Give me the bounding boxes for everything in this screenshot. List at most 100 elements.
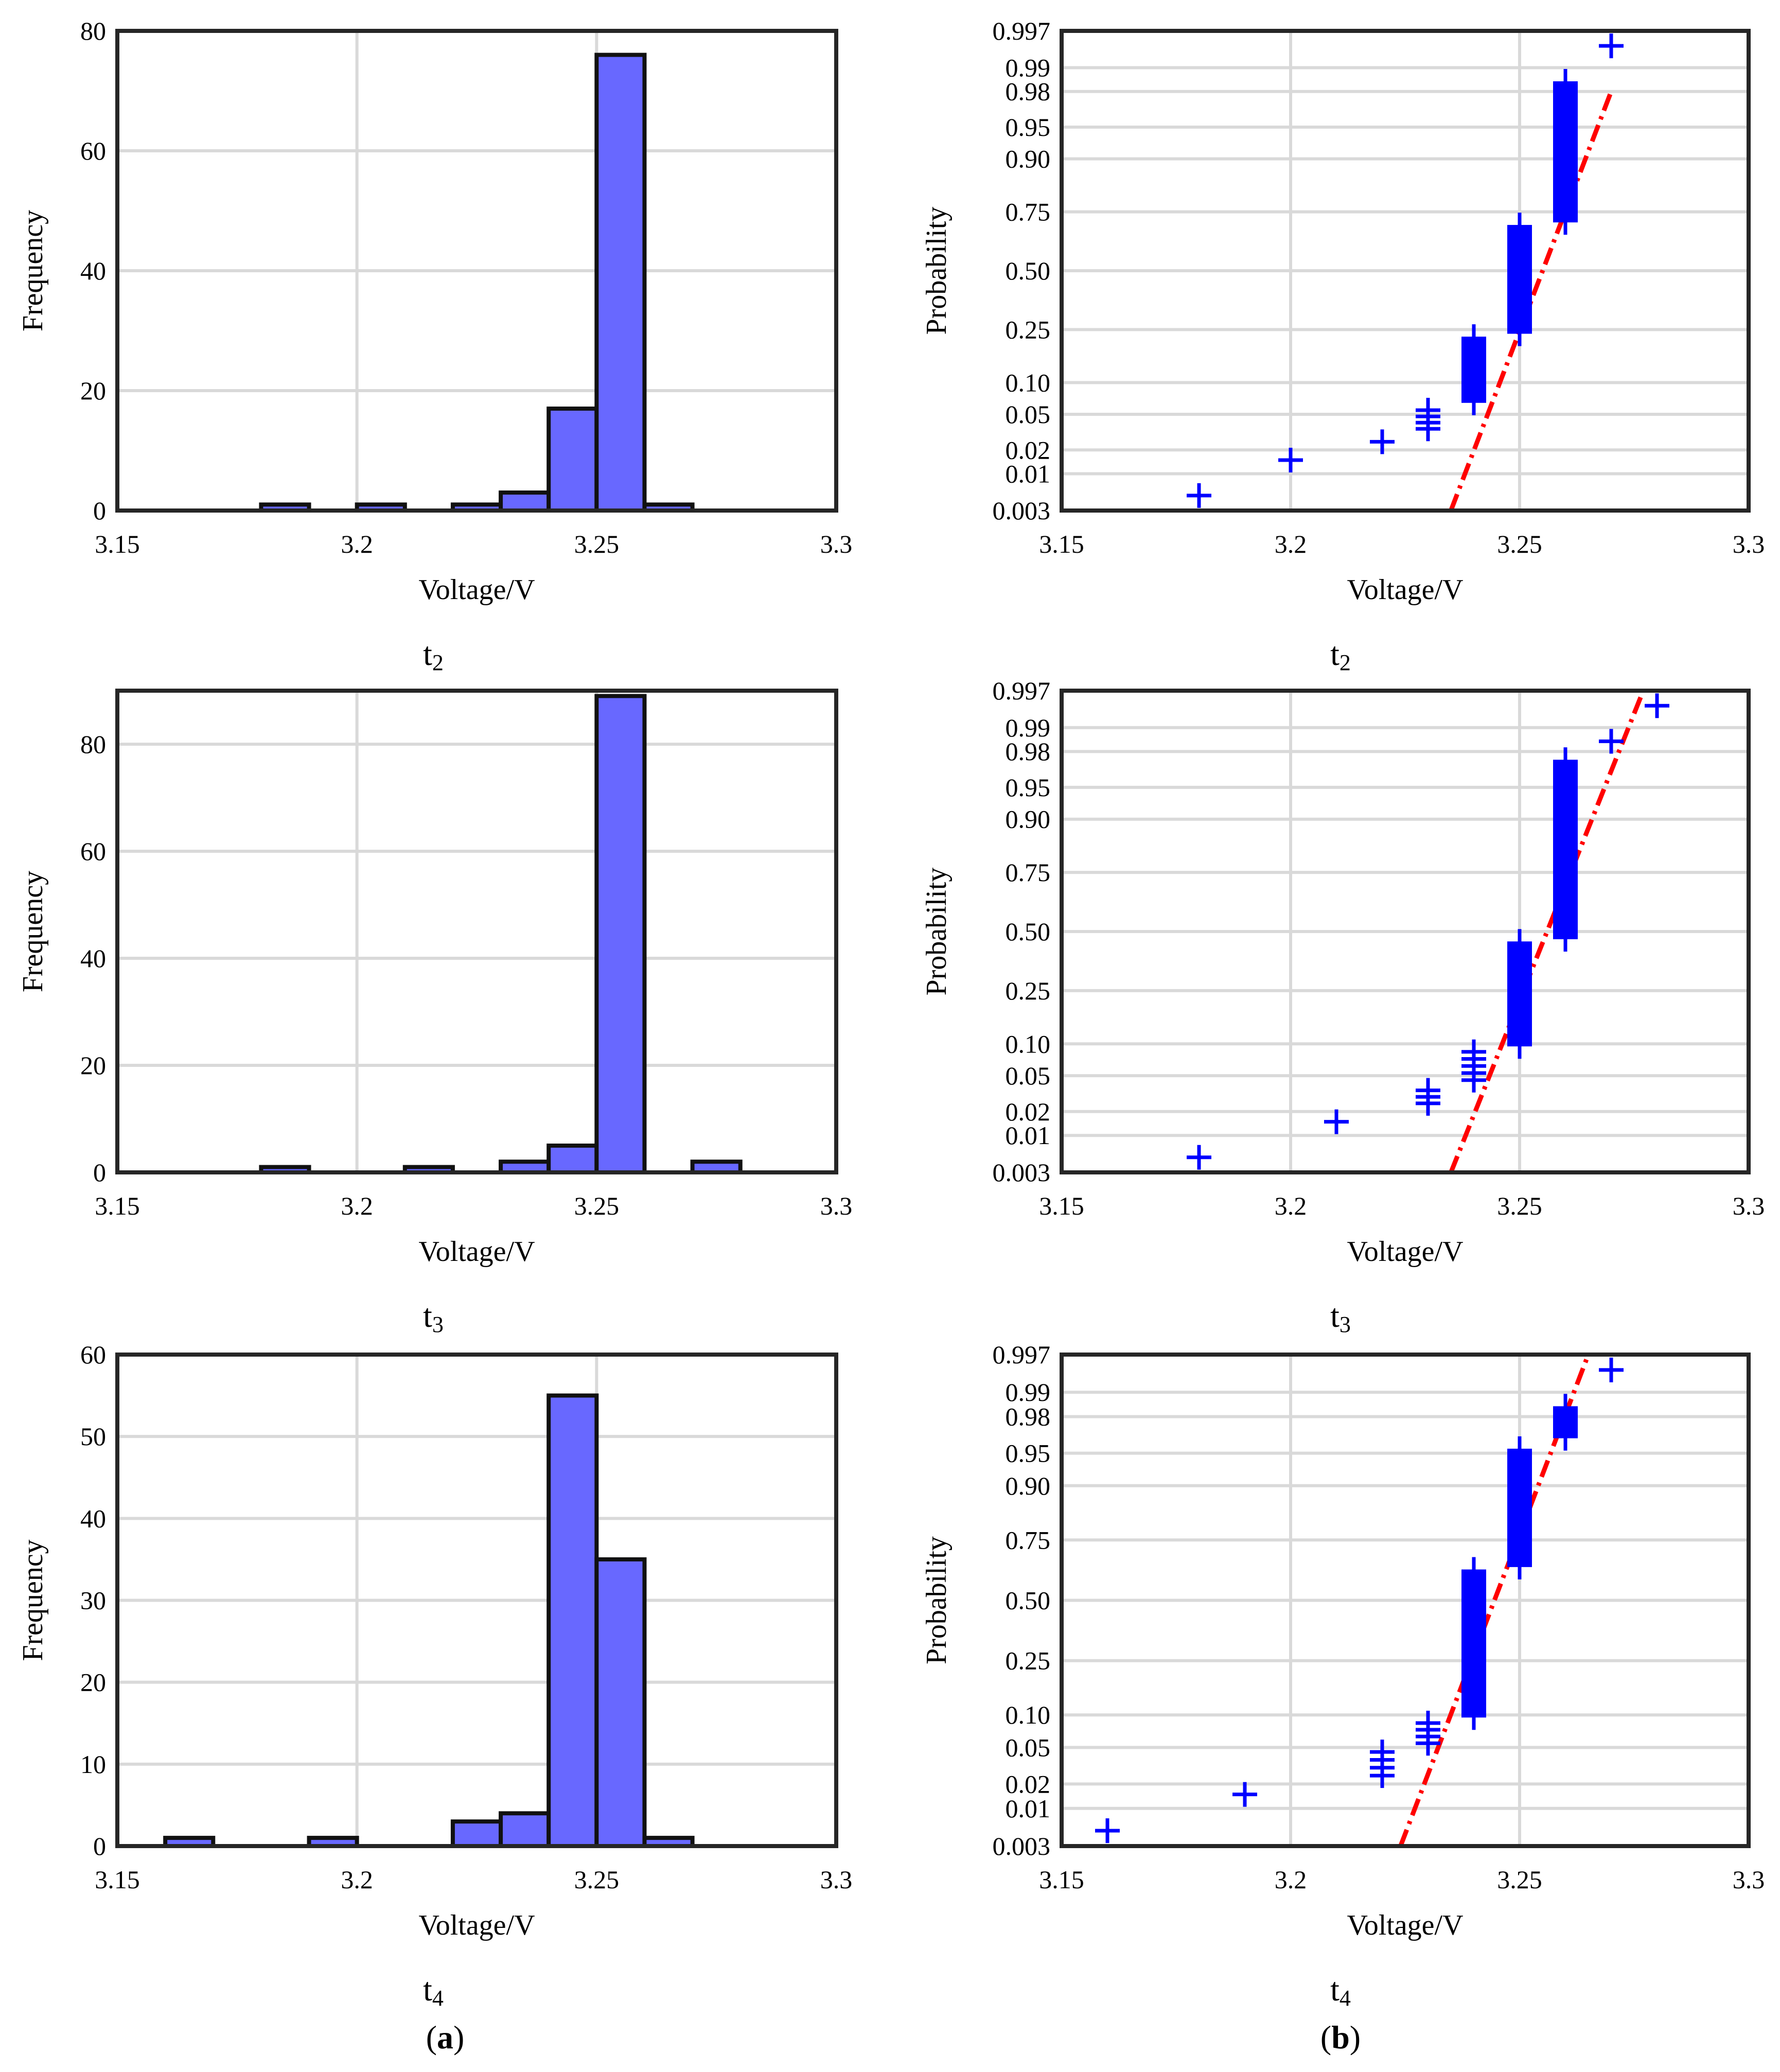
data-point-group (1507, 213, 1532, 346)
prob-t3-panel: 3.15 3.2 3.25 3.30.0030.010.020.050.100.250… (921, 676, 1765, 1337)
y-tick-label: 0.50 (1006, 917, 1051, 946)
x-tick-labels: 3.15 3.2 3.25 3.3 (1039, 1865, 1765, 1894)
histogram-bar (547, 1393, 599, 1848)
y-tick-labels: 0.003 0.010.02 0.05 0.10 0.25 0.50 0.75 0.90 0.9… (993, 16, 1051, 525)
y-tick-label: 0.01 (1006, 1121, 1051, 1150)
y-tick-label: 0.25 (1006, 976, 1051, 1005)
data-point-group (1599, 33, 1624, 59)
x-tick-label: 3.25 (1497, 1191, 1542, 1220)
y-tick-label: 0.98 (1006, 77, 1051, 106)
panel-caption: t2 (1330, 636, 1351, 675)
x-tick-labels: 3.15 3.2 3.25 3.3 (1039, 530, 1765, 558)
panel-label-a: (a) (426, 2019, 465, 2056)
y-tick-label: 0.997 (993, 1340, 1051, 1369)
y-tick-label: 0.75 (1006, 858, 1051, 887)
data-point-stack (1553, 1406, 1578, 1438)
x-tick-label: 3.3 (1733, 530, 1765, 558)
y-tick-label: 0.90 (1006, 1471, 1051, 1500)
data-point-group (1645, 693, 1669, 718)
data-point-group (1599, 1357, 1624, 1382)
data-point-group (1461, 324, 1486, 415)
data-markers (1187, 693, 1669, 1170)
y-tick-label: 0.99 (1006, 1378, 1051, 1407)
y-axis-label: Frequency (17, 210, 49, 331)
prob-t4-panel: 3.15 3.2 3.25 3.30.0030.010.020.050.100.250… (921, 1340, 1765, 2011)
y-tick-label: 0.50 (1006, 1586, 1051, 1615)
data-markers (1095, 1357, 1624, 1843)
histogram-bar (547, 1144, 599, 1174)
y-tick-label: 80 (80, 730, 106, 759)
y-tick-label: 0.003 (993, 1832, 1051, 1860)
y-tick-label: 0.003 (993, 496, 1051, 525)
y-tick-label: 30 (80, 1586, 106, 1615)
prob-t2-panel: 3.15 3.2 3.25 3.3 0.0030.010.020.050.100.250… (921, 16, 1765, 675)
y-tick-label: 0.75 (1006, 198, 1051, 226)
gridlines (117, 31, 836, 511)
x-tick-label: 3.15 (95, 1191, 140, 1220)
y-tick-label: 60 (80, 837, 106, 866)
y-tick-label: 0.05 (1006, 400, 1051, 429)
y-axis-label: Frequency (17, 871, 49, 992)
data-point-group (1553, 68, 1578, 235)
histogram-bar (594, 694, 647, 1174)
data-point-group (1599, 729, 1624, 754)
data-point-group (1370, 429, 1395, 454)
y-tick-label: 0.98 (1006, 737, 1051, 766)
panel-caption: t3 (1330, 1297, 1351, 1337)
y-tick-label: 0.02 (1006, 1097, 1051, 1126)
data-point-group (1553, 747, 1578, 952)
y-tick-labels: 0.003 0.010.02 0.05 0.10 0.25 0.50 0.75 0.90 0.9… (993, 676, 1051, 1187)
y-tick-labels: 0 20 40 60 80 (80, 730, 106, 1187)
y-tick-label: 40 (80, 1504, 106, 1533)
panel-caption: t3 (423, 1297, 444, 1337)
data-point-group (1187, 483, 1211, 508)
y-tick-label: 20 (80, 1668, 106, 1697)
data-point-stack (1507, 225, 1532, 334)
plot-frame (115, 29, 838, 513)
y-tick-labels: 0 10 20 30 40 50 60 (80, 1340, 106, 1860)
y-tick-labels: 0 20 40 60 80 (80, 16, 106, 525)
panel-caption: t4 (423, 1971, 444, 2011)
gridlines (117, 1355, 836, 1846)
y-tick-label: 0.05 (1006, 1061, 1051, 1090)
y-tick-label: 0.05 (1006, 1733, 1051, 1762)
y-axis-label: Probability (921, 1536, 953, 1664)
histogram-bar (594, 52, 647, 513)
x-tick-label: 3.25 (574, 530, 620, 558)
x-tick-label: 3.15 (1039, 530, 1084, 558)
y-axis-label: Probability (921, 207, 953, 335)
x-axis-label: Voltage/V (1347, 1236, 1463, 1268)
data-point-group (1416, 1078, 1440, 1116)
y-tick-label: 40 (80, 256, 106, 285)
data-point-group (1553, 1394, 1578, 1451)
y-tick-label: 0.25 (1006, 315, 1051, 344)
y-tick-label: 0.997 (993, 16, 1051, 45)
y-tick-label: 0.99 (1006, 53, 1051, 82)
x-tick-label: 3.3 (820, 1865, 853, 1894)
histogram-bar (594, 1557, 647, 1849)
x-tick-label: 3.2 (341, 1191, 373, 1220)
data-point-group (1232, 1782, 1257, 1807)
x-tick-label: 3.3 (820, 1191, 853, 1220)
y-tick-label: 60 (80, 1340, 106, 1369)
y-tick-label: 0.90 (1006, 805, 1051, 834)
x-tick-label: 3.3 (1733, 1865, 1765, 1894)
x-tick-label: 3.3 (820, 530, 853, 558)
data-point-stack (1507, 941, 1532, 1047)
x-tick-label: 3.3 (1733, 1191, 1765, 1220)
data-point-group (1507, 1436, 1532, 1579)
y-tick-label: 0.95 (1006, 1439, 1051, 1468)
x-tick-label: 3.15 (95, 1865, 140, 1894)
data-point-group (1507, 929, 1532, 1059)
y-tick-label: 0.95 (1006, 773, 1051, 802)
y-tick-label: 0.01 (1006, 1794, 1051, 1823)
data-point-stack (1461, 337, 1486, 403)
y-tick-label: 20 (80, 376, 106, 405)
x-tick-label: 3.15 (95, 530, 140, 558)
y-tick-label: 0 (93, 496, 106, 525)
histogram-bar (450, 1819, 503, 1848)
data-point-group (1416, 398, 1440, 442)
y-tick-label: 0.10 (1006, 1700, 1051, 1729)
x-axis-label: Voltage/V (418, 1236, 535, 1268)
